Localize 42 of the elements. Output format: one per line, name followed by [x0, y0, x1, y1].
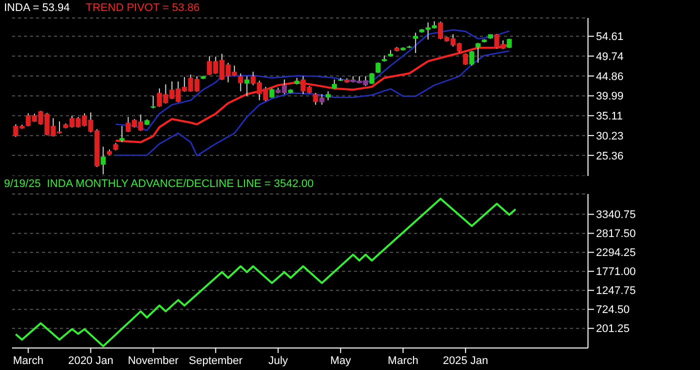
- line-series: [14, 198, 517, 348]
- x-tick-label: 2025 Jan: [442, 355, 488, 367]
- candlestick: [469, 50, 474, 66]
- y-tick-label: 724.50: [596, 304, 630, 316]
- line-series: [115, 29, 510, 132]
- candlestick: [413, 32, 418, 54]
- candlestick: [332, 78, 337, 90]
- candlestick: [238, 72, 244, 92]
- x-tick-label: 2020 Jan: [68, 355, 114, 367]
- y-tick-label: 201.25: [596, 323, 630, 336]
- y-tick-label: 2294.25: [596, 247, 636, 260]
- y-tick-label: 25.36: [596, 150, 624, 162]
- candlestick: [244, 76, 250, 97]
- candlestick: [463, 52, 468, 66]
- y-tick-label: 54.61: [596, 31, 624, 44]
- y-tick-label: 44.86: [596, 70, 624, 83]
- candlestick: [476, 42, 481, 64]
- candlestick: [313, 92, 318, 106]
- text: INDA = 53.94: [4, 2, 70, 14]
- candlestick: [376, 62, 381, 74]
- y-tick-label: 1247.75: [596, 285, 636, 298]
- text: 9/19/25 INDA MONTHLY ADVANCE/DECLINE LINE = 3542.00: [4, 178, 314, 190]
- text: TREND PIVOT = 53.86: [86, 2, 200, 14]
- y-tick-label: 1771.00: [596, 266, 636, 278]
- candlestick: [319, 94, 324, 106]
- candlestick: [269, 88, 274, 98]
- candlestick: [369, 72, 374, 84]
- line-series: [115, 50, 510, 156]
- y-tick-label: 39.99: [596, 90, 624, 103]
- x-tick-label: November: [128, 355, 179, 367]
- y-tick-label: 35.11: [596, 110, 623, 123]
- x-tick-label: March: [388, 355, 418, 367]
- x-tick-label: May: [330, 355, 352, 367]
- y-tick-label: 3340.75: [596, 209, 636, 222]
- y-tick-label: 49.74: [596, 51, 624, 64]
- candlestick: [100, 146, 106, 175]
- y-tick-label: 2817.50: [596, 228, 636, 240]
- y-tick-label: 30.23: [596, 130, 624, 142]
- x-tick-label: July: [268, 355, 288, 367]
- candlestick: [119, 125, 124, 143]
- x-tick-label: March: [12, 355, 44, 367]
- x-tick-label: September: [188, 355, 243, 367]
